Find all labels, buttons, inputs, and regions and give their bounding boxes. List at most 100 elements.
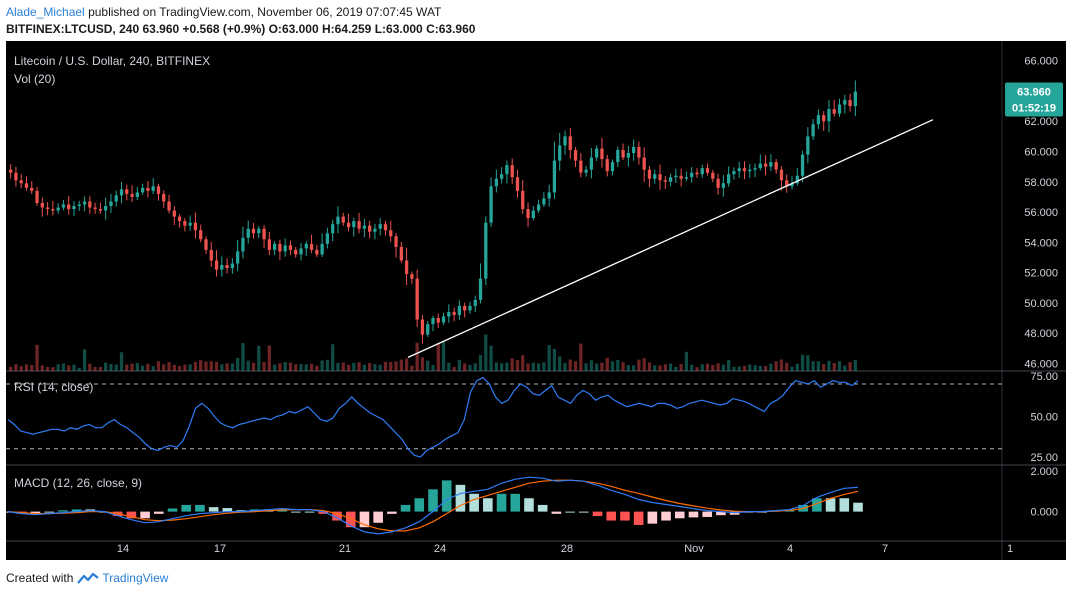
volume-bar bbox=[368, 363, 372, 371]
candle-body bbox=[220, 265, 224, 270]
macd-histogram-bar bbox=[236, 510, 246, 512]
volume-bar bbox=[82, 349, 87, 371]
candle-body bbox=[452, 311, 456, 315]
volume-bar bbox=[584, 363, 588, 371]
candle-body bbox=[119, 189, 124, 196]
macd-histogram-bar bbox=[620, 511, 630, 521]
macd-histogram-bar bbox=[373, 511, 383, 523]
volume-bar bbox=[499, 363, 504, 371]
candle-body bbox=[82, 201, 87, 205]
candle-body bbox=[146, 187, 150, 191]
macd-histogram-bar bbox=[510, 493, 521, 512]
candle-body bbox=[436, 318, 440, 323]
rsi-label: RSI (14, close) bbox=[14, 380, 93, 394]
volume-bar bbox=[721, 364, 726, 371]
candle-body bbox=[72, 206, 76, 210]
candle-body bbox=[695, 172, 699, 175]
chart-area[interactable]: 66.00064.00062.00060.00058.00056.00054.0… bbox=[3, 41, 1066, 560]
volume-bar bbox=[246, 360, 250, 371]
candle-body bbox=[415, 278, 419, 320]
candle-body bbox=[104, 206, 108, 211]
volume-bar bbox=[790, 366, 794, 371]
price-tick-label: 56.000 bbox=[1024, 207, 1058, 219]
footer: Created with TradingView bbox=[6, 571, 168, 585]
candle-body bbox=[631, 146, 636, 154]
volume-bar bbox=[346, 364, 351, 371]
candle-body bbox=[447, 311, 451, 317]
price-tick-label: 52.000 bbox=[1024, 268, 1058, 280]
candle-body bbox=[499, 174, 504, 179]
volume-bar bbox=[320, 360, 324, 371]
volume-bar bbox=[315, 365, 319, 371]
candle-body bbox=[346, 222, 351, 228]
candle-body bbox=[589, 157, 594, 170]
volume-bar bbox=[763, 366, 768, 371]
candle-body bbox=[478, 278, 483, 300]
volume-bar bbox=[336, 362, 340, 371]
candle-body bbox=[679, 175, 683, 179]
close-label: C: bbox=[426, 22, 439, 36]
volume-bar bbox=[658, 365, 662, 371]
price-tick-label: 50.000 bbox=[1024, 298, 1058, 310]
macd-histogram-bar bbox=[565, 511, 575, 513]
volume-bar bbox=[769, 363, 773, 371]
candle-body bbox=[114, 195, 118, 202]
candle-body bbox=[563, 136, 567, 146]
rsi-line bbox=[7, 376, 859, 458]
volume-bar bbox=[67, 365, 71, 371]
rsi-tick-label: 50.00 bbox=[1030, 411, 1058, 423]
macd-signal-line bbox=[7, 479, 859, 532]
tradingview-link[interactable]: TradingView bbox=[77, 571, 168, 585]
volume-bar bbox=[262, 362, 266, 371]
candle-body bbox=[626, 153, 630, 158]
volume-bar bbox=[700, 364, 704, 371]
volume-bar bbox=[589, 360, 594, 371]
rsi-tick-label: 75.00 bbox=[1030, 371, 1058, 383]
volume-bar bbox=[9, 366, 13, 371]
macd-histogram-bar bbox=[332, 511, 342, 521]
volume-bar bbox=[447, 362, 451, 371]
volume-bar bbox=[119, 352, 124, 371]
volume-bar bbox=[484, 334, 488, 371]
chart-svg[interactable]: 66.00064.00062.00060.00058.00056.00054.0… bbox=[3, 41, 1066, 560]
candle-body bbox=[684, 177, 689, 179]
open-value: 63.000 bbox=[281, 22, 319, 36]
candle-body bbox=[272, 243, 277, 250]
candle-body bbox=[505, 165, 509, 175]
candle-body bbox=[822, 115, 826, 122]
volume-bar bbox=[415, 342, 419, 371]
author-link[interactable]: Alade_Michael bbox=[6, 5, 85, 19]
candle-body bbox=[156, 186, 161, 194]
macd-histogram-bar bbox=[208, 507, 219, 512]
volume-bar bbox=[531, 362, 535, 371]
volume-bar bbox=[98, 367, 103, 371]
macd-label: MACD (12, 26, close, 9) bbox=[14, 476, 142, 490]
macd-line bbox=[7, 476, 859, 535]
volume-bar bbox=[785, 362, 789, 371]
candle-body bbox=[140, 187, 145, 193]
volume-bar bbox=[806, 355, 810, 371]
candle-body bbox=[621, 149, 625, 158]
axis-labels: 66.00064.00062.00060.00058.00056.00054.0… bbox=[117, 56, 1063, 555]
candle-body bbox=[484, 222, 488, 279]
candle-body bbox=[214, 260, 219, 270]
candle-body bbox=[368, 225, 372, 232]
volume-bar bbox=[135, 363, 139, 371]
volume-bar bbox=[642, 358, 646, 371]
macd-histogram-bar bbox=[688, 511, 699, 518]
volume-bar bbox=[674, 366, 678, 371]
volume-bar bbox=[679, 364, 683, 371]
low-value: 63.000 bbox=[386, 22, 423, 36]
volume-bar bbox=[378, 364, 382, 371]
candle-body bbox=[579, 160, 583, 173]
macd-histogram-bar bbox=[551, 511, 562, 514]
candle-body bbox=[352, 221, 356, 228]
macd-histogram-bar bbox=[154, 511, 164, 514]
candle-body bbox=[668, 177, 673, 182]
candle-body bbox=[77, 204, 81, 206]
candle-body bbox=[843, 100, 847, 105]
macd-histogram-bar bbox=[140, 511, 150, 519]
candle-body bbox=[431, 318, 435, 325]
volume-bar bbox=[737, 366, 741, 371]
volume-bar bbox=[616, 359, 620, 371]
